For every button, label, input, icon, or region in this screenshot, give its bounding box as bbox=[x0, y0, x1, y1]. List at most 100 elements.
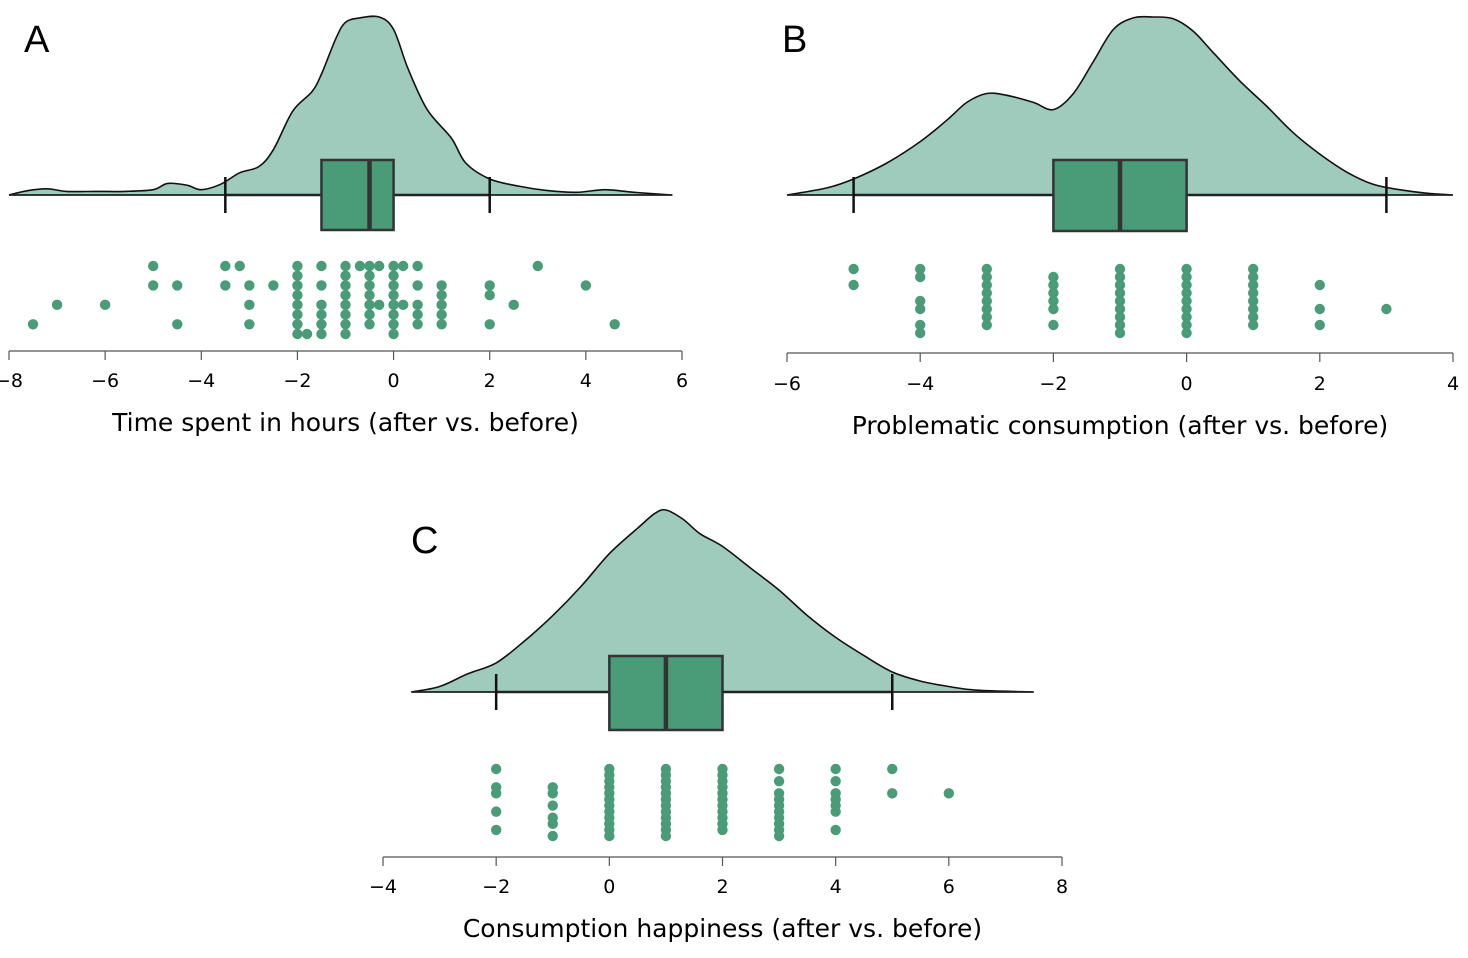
data-point bbox=[1114, 271, 1126, 283]
data-point bbox=[388, 299, 399, 311]
density-curve bbox=[8, 15, 673, 196]
data-point bbox=[292, 260, 303, 272]
x-tick-label: −4 bbox=[906, 373, 934, 395]
x-tick-label: 6 bbox=[943, 876, 955, 898]
data-point bbox=[1114, 303, 1126, 315]
data-point bbox=[1048, 271, 1059, 283]
x-tick-label: −6 bbox=[773, 373, 801, 395]
x-tick-label: 4 bbox=[580, 370, 592, 392]
data-point bbox=[1114, 327, 1126, 339]
data-point bbox=[1314, 303, 1326, 315]
data-point bbox=[412, 260, 423, 272]
data-point bbox=[436, 319, 447, 330]
data-point bbox=[397, 299, 409, 311]
data-point bbox=[1181, 303, 1192, 315]
x-tick-label: −4 bbox=[187, 370, 215, 392]
data-point bbox=[1381, 303, 1392, 315]
data-point bbox=[244, 319, 255, 330]
data-point bbox=[364, 280, 375, 291]
density-curve bbox=[411, 508, 1034, 693]
data-point bbox=[547, 800, 558, 811]
data-point bbox=[364, 309, 375, 320]
data-point bbox=[915, 319, 926, 331]
x-tick-label: −2 bbox=[283, 370, 311, 392]
data-point bbox=[340, 328, 351, 340]
data-point bbox=[292, 328, 303, 340]
data-point bbox=[830, 824, 841, 836]
x-tick-label: −2 bbox=[482, 876, 510, 898]
x-tick-label: 0 bbox=[603, 876, 615, 898]
x-tick-label: −2 bbox=[1039, 373, 1067, 395]
data-point bbox=[172, 280, 183, 291]
data-point bbox=[340, 309, 351, 320]
data-point bbox=[292, 309, 303, 320]
data-point bbox=[1248, 287, 1259, 299]
data-point bbox=[609, 319, 620, 330]
data-point bbox=[364, 299, 375, 311]
data-point bbox=[340, 270, 351, 281]
panel-b: B −6 −4 −2 0 2 4 Problematic consumption (after… bbox=[773, 15, 1459, 440]
data-point bbox=[412, 299, 423, 311]
panel-a: A −8 −6 −4 −2 0 2 4 6 Time spent in hours (after … bbox=[0, 15, 688, 437]
data-point bbox=[388, 270, 399, 281]
data-point bbox=[373, 299, 385, 311]
data-point bbox=[1181, 263, 1192, 275]
data-point bbox=[943, 788, 955, 799]
data-point bbox=[388, 289, 399, 301]
data-point bbox=[220, 280, 231, 291]
data-point bbox=[364, 289, 375, 301]
data-point bbox=[340, 299, 351, 311]
data-point bbox=[1248, 271, 1259, 283]
x-tick-label: 6 bbox=[676, 370, 688, 392]
data-point bbox=[316, 260, 327, 272]
data-point bbox=[340, 319, 351, 330]
data-point bbox=[436, 299, 447, 311]
data-point bbox=[547, 788, 558, 799]
x-axis-label: Consumption happiness (after vs. before) bbox=[463, 914, 982, 943]
data-point bbox=[848, 263, 859, 275]
data-point bbox=[244, 280, 255, 291]
data-point bbox=[1181, 311, 1192, 323]
x-tick-label: 4 bbox=[830, 876, 842, 898]
data-point bbox=[532, 260, 543, 272]
data-point bbox=[364, 270, 375, 281]
data-point bbox=[773, 763, 785, 775]
data-point bbox=[364, 319, 375, 330]
x-axis-label: Problematic consumption (after vs. befor… bbox=[852, 411, 1389, 440]
data-point bbox=[490, 806, 502, 817]
data-point bbox=[1048, 319, 1059, 331]
x-tick-label: 0 bbox=[1181, 373, 1193, 395]
data-point bbox=[340, 289, 351, 301]
data-point bbox=[580, 280, 592, 291]
data-point bbox=[981, 295, 992, 307]
data-point bbox=[1248, 263, 1259, 275]
data-point bbox=[1181, 287, 1192, 299]
data-point bbox=[604, 830, 615, 842]
data-point bbox=[412, 319, 423, 330]
data-point bbox=[373, 260, 385, 272]
data-point bbox=[388, 309, 399, 320]
data-point bbox=[292, 319, 303, 330]
panel-letter: C bbox=[411, 520, 438, 562]
data-point bbox=[773, 775, 785, 787]
data-point bbox=[268, 280, 279, 291]
x-tick-label: 4 bbox=[1447, 373, 1459, 395]
data-point bbox=[1248, 311, 1259, 323]
data-point bbox=[848, 279, 859, 291]
data-point bbox=[436, 309, 447, 320]
x-tick-label: 2 bbox=[1314, 373, 1326, 395]
data-point bbox=[1114, 319, 1126, 331]
data-point bbox=[1114, 263, 1126, 275]
data-point bbox=[1114, 279, 1126, 291]
data-point bbox=[887, 788, 898, 799]
data-point bbox=[981, 319, 992, 331]
data-point bbox=[388, 319, 399, 330]
x-tick-label: 0 bbox=[388, 370, 400, 392]
data-point bbox=[981, 303, 992, 315]
panel-letter: B bbox=[782, 19, 807, 61]
data-point bbox=[388, 280, 399, 291]
data-point bbox=[172, 319, 183, 330]
data-point bbox=[292, 289, 303, 301]
data-point bbox=[316, 319, 327, 330]
